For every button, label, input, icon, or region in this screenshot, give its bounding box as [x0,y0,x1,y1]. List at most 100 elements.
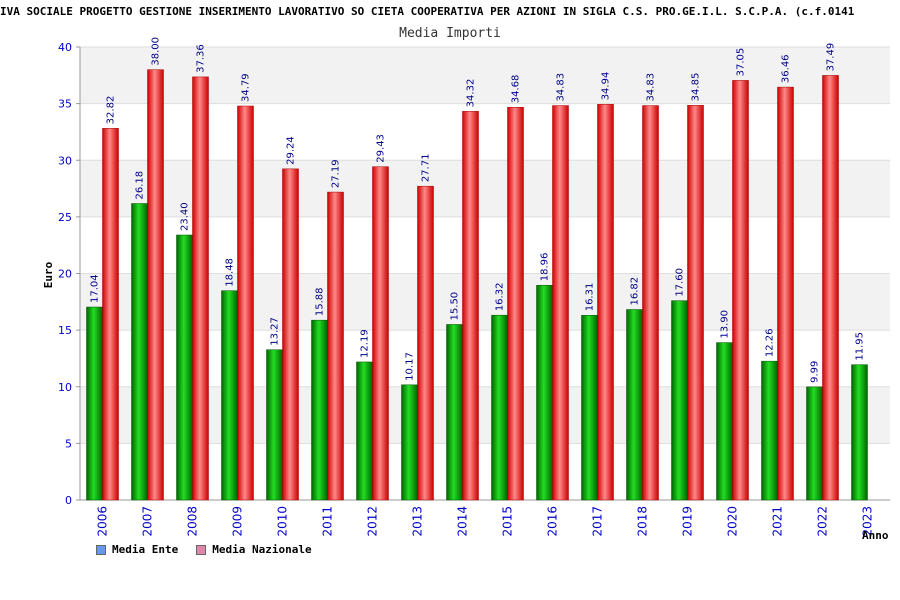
bar-media-nazionale-2012 [372,166,389,501]
y-tick-label: 35 [58,98,72,111]
data-label-media-nazionale-2009: 34.79 [241,73,252,102]
data-label-media-ente-2010: 13.27 [270,317,281,346]
data-label-media-ente-2006: 17.04 [90,274,101,303]
y-tick-label: 25 [58,211,72,224]
data-label-media-ente-2016: 18.96 [540,253,551,282]
bar-media-ente-2022 [806,386,823,501]
x-tick-label-2009: 2009 [231,506,245,537]
bar-media-nazionale-2013 [417,185,434,501]
legend-swatch-media-ente [96,544,106,555]
bar-media-ente-2021 [761,360,778,501]
grid-band [80,103,890,161]
grid-band [80,216,890,274]
bar-media-ente-2020 [716,342,733,501]
bar-media-nazionale-2020 [732,80,749,501]
bar-media-ente-2023 [851,364,868,501]
bar-media-ente-2017 [581,315,598,501]
y-tick-label: 10 [58,381,72,394]
bar-media-ente-2006 [86,306,103,501]
data-label-media-nazionale-2017: 34.94 [601,72,612,101]
data-label-media-nazionale-2007: 38.00 [151,37,162,66]
legend-item-media-nazionale: Media Nazionale [196,543,312,556]
legend: Media Ente Media Nazionale [96,543,312,556]
chart-subtitle: Media Importi [399,26,501,41]
grid-band [80,386,890,444]
grid-band [80,443,890,500]
grid-lines [80,46,890,501]
y-axis-title: Euro [42,261,55,288]
y-ticks: 0 5 10 15 20 25 30 35 40 [58,41,80,507]
data-label-media-ente-2021: 12.26 [765,329,776,358]
x-tick-label-2012: 2012 [366,506,380,537]
data-label-media-nazionale-2021: 36.46 [781,54,792,83]
y-tick-label: 20 [58,268,72,281]
x-ticks: 2006 2007 2008 2009 2010 2011 2012 2013 2014 2015… [96,506,875,537]
bar-media-ente-2011 [311,319,328,501]
y-tick-label: 30 [58,154,72,167]
y-tick-label: 40 [58,41,72,54]
x-tick-label-2011: 2011 [321,506,335,537]
x-tick-label-2008: 2008 [186,506,200,537]
x-tick-label-2023: 2023 [861,506,875,537]
bar-media-ente-2016 [536,285,553,501]
grid-bands [80,47,890,500]
x-tick-label-2006: 2006 [96,506,110,537]
data-label-media-nazionale-2014: 34.32 [466,79,477,108]
data-label-media-nazionale-2008: 37.36 [196,44,207,73]
bar-media-ente-2015 [491,314,508,501]
bar-media-ente-2013 [401,384,418,501]
bar-media-nazionale-2010 [282,168,299,501]
y-tick-label: 5 [65,437,72,450]
x-tick-label-2014: 2014 [456,506,470,537]
data-label-media-ente-2012: 12.19 [360,329,371,358]
x-tick-label-2020: 2020 [726,506,740,537]
data-label-media-nazionale-2006: 32.82 [106,96,117,125]
data-label-media-ente-2015: 16.32 [495,283,506,312]
x-tick-label-2016: 2016 [546,506,560,537]
bar-media-nazionale-2017 [597,104,614,501]
x-tick-label-2021: 2021 [771,506,785,537]
y-tick-label: 0 [65,494,72,507]
data-label-media-nazionale-2013: 27.71 [421,154,432,183]
x-tick-label-2010: 2010 [276,506,290,537]
data-labels: 17.04 32.82 26.18 38.00 23.40 37.36 18.48 34.79… [90,37,866,383]
bar-media-ente-2012 [356,361,373,501]
data-label-media-nazionale-2011: 27.19 [331,159,342,188]
bar-media-ente-2007 [131,203,148,501]
bar-media-nazionale-2009 [237,105,254,501]
data-label-media-nazionale-2019: 34.85 [691,73,702,102]
bar-media-ente-2010 [266,349,283,501]
data-label-media-ente-2013: 10.17 [405,352,416,381]
x-tick-label-2017: 2017 [591,506,605,537]
data-label-media-ente-2017: 16.31 [585,283,596,312]
bar-media-nazionale-2008 [192,76,209,501]
data-label-media-nazionale-2018: 34.83 [646,73,657,102]
bar-media-ente-2018 [626,309,643,501]
data-label-media-nazionale-2010: 29.24 [286,136,297,165]
data-label-media-nazionale-2020: 37.05 [736,48,747,77]
data-label-media-nazionale-2016: 34.83 [556,73,567,102]
bar-media-nazionale-2011 [327,191,344,501]
data-label-media-ente-2023: 11.95 [855,332,866,361]
bar-media-nazionale-2022 [822,75,839,501]
x-tick-label-2007: 2007 [141,506,155,537]
bar-media-nazionale-2007 [147,69,164,501]
data-label-media-ente-2014: 15.50 [450,292,461,321]
grid-band [80,47,890,104]
bar-media-ente-2008 [176,234,193,501]
chart-title: IVA SOCIALE PROGETTO GESTIONE INSERIMENT… [0,5,855,18]
legend-label-media-nazionale: Media Nazionale [212,543,312,556]
x-tick-label-2019: 2019 [681,506,695,537]
legend-label-media-ente: Media Ente [112,543,179,556]
bar-media-nazionale-2016 [552,105,569,501]
x-tick-label-2015: 2015 [501,506,515,537]
data-label-media-ente-2008: 23.40 [180,202,191,231]
data-label-media-ente-2007: 26.18 [135,171,146,200]
legend-item-media-ente: Media Ente [96,543,178,556]
data-label-media-nazionale-2012: 29.43 [376,134,387,163]
data-label-media-ente-2020: 13.90 [720,310,731,339]
data-label-media-ente-2019: 17.60 [675,268,686,297]
x-tick-label-2013: 2013 [411,506,425,537]
data-label-media-ente-2018: 16.82 [630,277,641,306]
